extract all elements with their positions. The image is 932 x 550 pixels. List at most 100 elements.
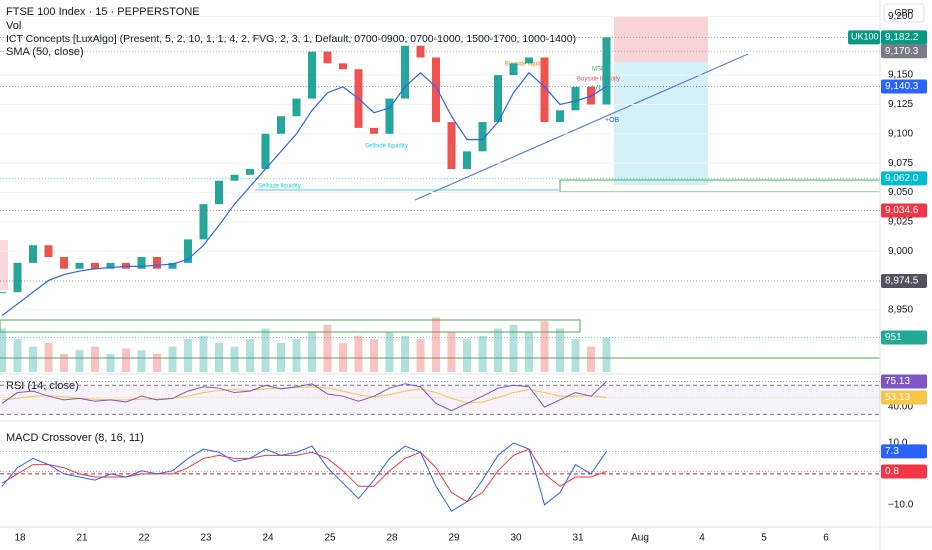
- volume-bar: [44, 343, 53, 372]
- volume-bar: [184, 339, 192, 372]
- y-tick-label: 9,025: [888, 216, 913, 227]
- price-tag-label: 9,062.0: [885, 173, 919, 184]
- y-tick-label: 8,950: [888, 304, 913, 315]
- y-tick-label: 9,200: [888, 11, 913, 22]
- volume-tag: [881, 330, 927, 345]
- x-tick-label: 25: [324, 533, 336, 544]
- volume-bar: [106, 353, 115, 372]
- x-tick-label: 31: [572, 533, 584, 544]
- volume-bar: [292, 339, 301, 372]
- y-tick-label: 9,100: [888, 128, 913, 139]
- x-tick-label: 24: [262, 533, 274, 544]
- volume-bar: [385, 332, 394, 372]
- y-tick-label: 9,150: [888, 70, 913, 81]
- candle: [478, 122, 487, 152]
- rsi-tag-label: 75.13: [885, 376, 910, 387]
- rsi-line: [1, 381, 607, 412]
- y-tick-label: 10.0: [888, 438, 908, 449]
- x-tick-label: 28: [386, 533, 398, 544]
- candle: [13, 262, 22, 293]
- candle: [137, 256, 146, 269]
- candle: [261, 133, 270, 169]
- annotation: Sellside liquidity: [258, 184, 301, 190]
- volume-bar: [91, 346, 99, 372]
- candle: [199, 204, 208, 240]
- rsi-ma-line: [1, 386, 607, 404]
- x-tick-label: 5: [761, 533, 767, 544]
- volume-bar: [261, 328, 270, 372]
- candle: [308, 51, 316, 99]
- candle: [44, 245, 53, 257]
- volume-bar: [494, 328, 502, 372]
- volume-bar: [447, 332, 456, 372]
- pane-title: RSI (14, close): [6, 380, 79, 392]
- zone-box: [559, 179, 881, 193]
- candle: [385, 98, 394, 134]
- price-tag-label: 8,974.5: [885, 276, 919, 287]
- volume-bar: [122, 348, 130, 372]
- volume-bar: [432, 317, 440, 372]
- volume-bar: [339, 343, 347, 372]
- y-tick-label: 9,125: [888, 99, 913, 110]
- price-tag-label: 9,182.2: [885, 32, 919, 43]
- rsi-band: [0, 385, 880, 415]
- volume-bar: [0, 328, 6, 372]
- candle: [494, 75, 502, 123]
- volume-bar: [370, 339, 378, 372]
- chart-title: FTSE 100 Index · 15 · PEPPERSTONE: [6, 6, 200, 18]
- annotation: Buyside liquidity: [505, 62, 548, 68]
- price-tag: [881, 203, 927, 218]
- x-tick-label: Aug: [631, 533, 649, 544]
- candle: [184, 239, 192, 263]
- candle: [0, 292, 6, 294]
- candle: [277, 116, 285, 134]
- y-tick-label: 9,075: [888, 158, 913, 169]
- volume-bar: [323, 324, 332, 372]
- rsi-tag-label: 53.13: [885, 392, 910, 403]
- x-tick-label: 4: [699, 533, 705, 544]
- volume-bar: [401, 335, 409, 372]
- macd-tag: [881, 444, 927, 459]
- candle: [401, 45, 409, 99]
- volume-bar: [137, 350, 146, 372]
- candle: [215, 180, 223, 205]
- y-tick-label: 9,050: [888, 187, 913, 198]
- candle: [525, 57, 533, 64]
- volume-bar: [525, 332, 533, 372]
- candle: [370, 127, 378, 134]
- macd-line: [1, 442, 607, 512]
- annotation: +OB: [605, 117, 620, 124]
- candle: [447, 122, 456, 169]
- volume-bar: [13, 339, 22, 372]
- candle: [556, 110, 564, 123]
- x-tick-label: 29: [448, 533, 460, 544]
- rsi-tag: [881, 390, 927, 405]
- macd-tag: [881, 464, 927, 479]
- volume-bar: [556, 328, 564, 372]
- candle: [323, 51, 332, 64]
- volume-bar: [540, 321, 549, 372]
- volume-bar: [215, 343, 223, 372]
- volume-bar: [60, 353, 68, 372]
- macd-tag-label: 7.3: [885, 446, 899, 457]
- candle: [168, 262, 177, 269]
- volume-bar: [478, 335, 487, 372]
- price-tag: [881, 79, 927, 94]
- candle: [339, 63, 347, 70]
- price-tag: [881, 30, 927, 45]
- candle: [60, 256, 68, 269]
- volume-bar: [277, 343, 285, 372]
- candle: [571, 86, 580, 111]
- legend-item: ICT Concepts [LuxAlgo] (Present, 5, 2, 1…: [6, 33, 576, 45]
- volume-bar: [571, 339, 580, 372]
- candle: [432, 57, 440, 123]
- candle: [230, 174, 239, 181]
- volume-bar: [199, 335, 208, 372]
- rsi-tag: [881, 374, 927, 389]
- risk-box: [614, 16, 708, 62]
- currency-box[interactable]: [883, 3, 925, 23]
- annotation: Buyside liquidity: [577, 77, 620, 83]
- zone-box: [0, 240, 8, 290]
- currency[interactable]: GBP: [894, 7, 913, 17]
